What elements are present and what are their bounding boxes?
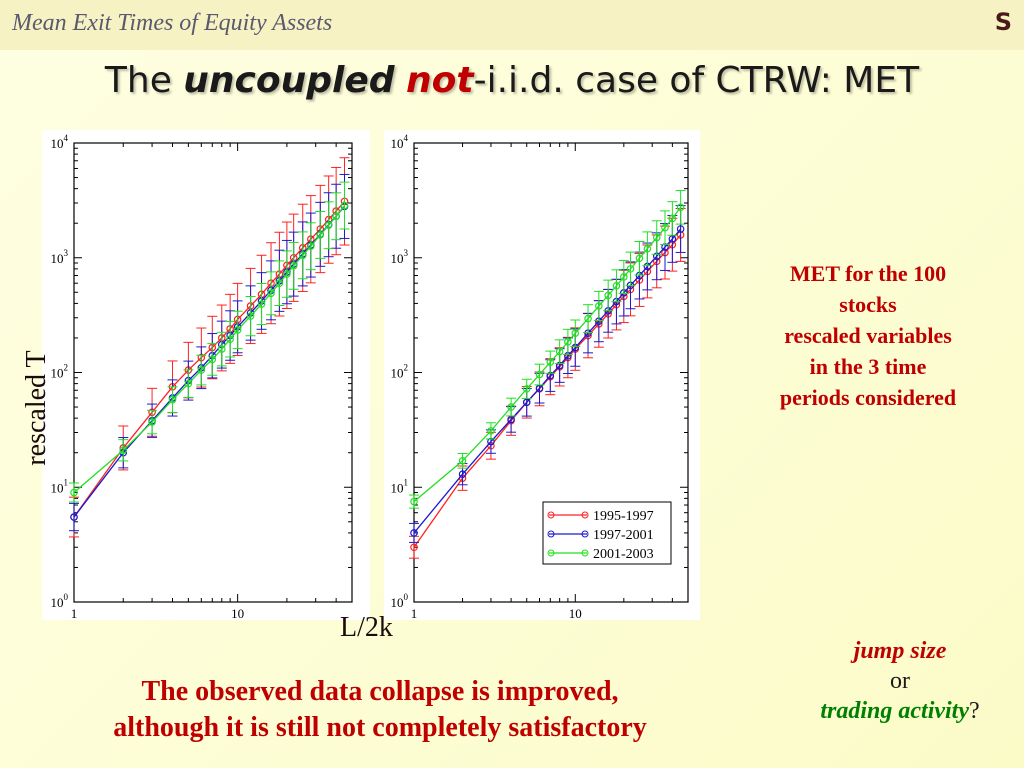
data-point <box>246 312 255 320</box>
slide-title: The uncoupled not-i.i.d. case of CTRW: M… <box>0 60 1024 101</box>
data-point <box>522 398 531 407</box>
data-point <box>267 289 275 298</box>
data-point <box>604 291 612 300</box>
data-point <box>226 335 234 344</box>
side-note: MET for the 100 stocks rescaled variable… <box>744 258 992 413</box>
chart-background <box>42 130 370 620</box>
conclusion: The observed data collapse is improved, … <box>30 674 730 746</box>
legend-swatch-marker <box>581 549 589 557</box>
x-axis-label: L/2k <box>340 612 393 643</box>
data-point <box>148 418 156 426</box>
data-point <box>306 242 315 251</box>
data-point <box>555 347 564 356</box>
series-green <box>409 190 686 509</box>
data-point <box>184 379 193 388</box>
data-point <box>197 366 206 374</box>
data-point <box>535 370 544 379</box>
data-point <box>208 355 217 364</box>
legend-box <box>542 501 672 565</box>
side-note-line-1: MET for the 100 <box>789 261 947 286</box>
header-corner-mark: S <box>994 8 1012 36</box>
x-tick-label: 1 <box>411 606 418 621</box>
legend-swatch-marker <box>547 511 555 519</box>
data-point <box>652 233 661 242</box>
legend-label: 1995-1997 <box>593 509 654 524</box>
data-point <box>298 251 307 260</box>
side-note-line-3: rescaled variables <box>784 323 952 348</box>
side-note-line-2: stocks <box>839 292 897 317</box>
data-point <box>289 262 298 270</box>
title-part-4: not <box>406 60 474 101</box>
header-title: Mean Exit Times of Equity Assets <box>12 10 333 36</box>
data-point <box>410 529 418 537</box>
data-point <box>340 201 349 210</box>
data-point <box>676 203 685 212</box>
data-point <box>522 385 531 393</box>
question-suffix: ? <box>969 698 980 724</box>
question-line-1: jump size <box>853 638 947 664</box>
x-tick-label: 1 <box>71 606 78 621</box>
x-tick-label: 10 <box>569 606 582 621</box>
question-block: jump size or trading activity? <box>770 636 1024 726</box>
data-point <box>233 326 242 334</box>
legend: 1995-1997 1997-2001 2001-2003 <box>542 501 672 565</box>
data-point <box>546 358 555 366</box>
data-point <box>571 329 580 338</box>
data-point <box>612 281 621 290</box>
data-point <box>643 244 652 253</box>
data-point <box>257 300 266 308</box>
data-point <box>507 403 515 411</box>
data-point <box>410 497 418 506</box>
data-point <box>676 225 685 233</box>
legend-label: 2001-2003 <box>593 547 654 562</box>
title-part-5: -i.i.d. case of CTRW: MET <box>473 60 920 101</box>
legend-label: 1997-2001 <box>593 528 654 543</box>
question-line-2: or <box>890 668 910 694</box>
series-green <box>69 181 350 503</box>
data-point <box>595 302 603 310</box>
x-tick-label: 10 <box>231 606 244 621</box>
series-line <box>413 206 682 503</box>
data-point <box>316 231 325 239</box>
data-point <box>332 212 340 221</box>
conclusion-line-2: although it is still not completely sati… <box>113 712 647 743</box>
data-point <box>458 470 467 478</box>
legend-swatch-marker <box>547 549 555 557</box>
data-point <box>668 214 677 223</box>
data-point <box>119 446 128 455</box>
data-point <box>458 457 467 465</box>
data-point <box>70 513 78 521</box>
series-line <box>413 228 682 534</box>
data-point <box>217 345 226 353</box>
data-point <box>487 427 495 435</box>
legend-swatch-marker <box>581 530 589 538</box>
question-line-3: trading activity <box>820 698 969 724</box>
legend-swatch-marker <box>581 511 589 519</box>
header-bar <box>0 0 1024 50</box>
title-part-1: The <box>104 60 184 101</box>
side-note-line-5: periods considered <box>779 385 957 410</box>
series-line <box>73 205 346 493</box>
data-point <box>635 254 644 263</box>
data-point <box>661 223 669 232</box>
data-point <box>410 543 418 552</box>
data-point <box>275 279 284 288</box>
data-point <box>70 488 78 497</box>
data-point <box>626 265 635 273</box>
title-part-2: uncoupled <box>183 60 395 101</box>
data-point <box>283 270 291 278</box>
series-line <box>73 200 346 518</box>
legend-swatch-marker <box>547 530 555 538</box>
data-point <box>564 338 572 346</box>
data-point <box>168 395 177 404</box>
side-note-line-4: in the 3 time <box>809 354 927 379</box>
data-point <box>584 314 592 323</box>
conclusion-line-1: The observed data collapse is improved, <box>141 676 619 707</box>
y-axis-label: rescaled T <box>21 350 52 466</box>
data-point <box>620 273 628 281</box>
data-point <box>324 221 333 230</box>
